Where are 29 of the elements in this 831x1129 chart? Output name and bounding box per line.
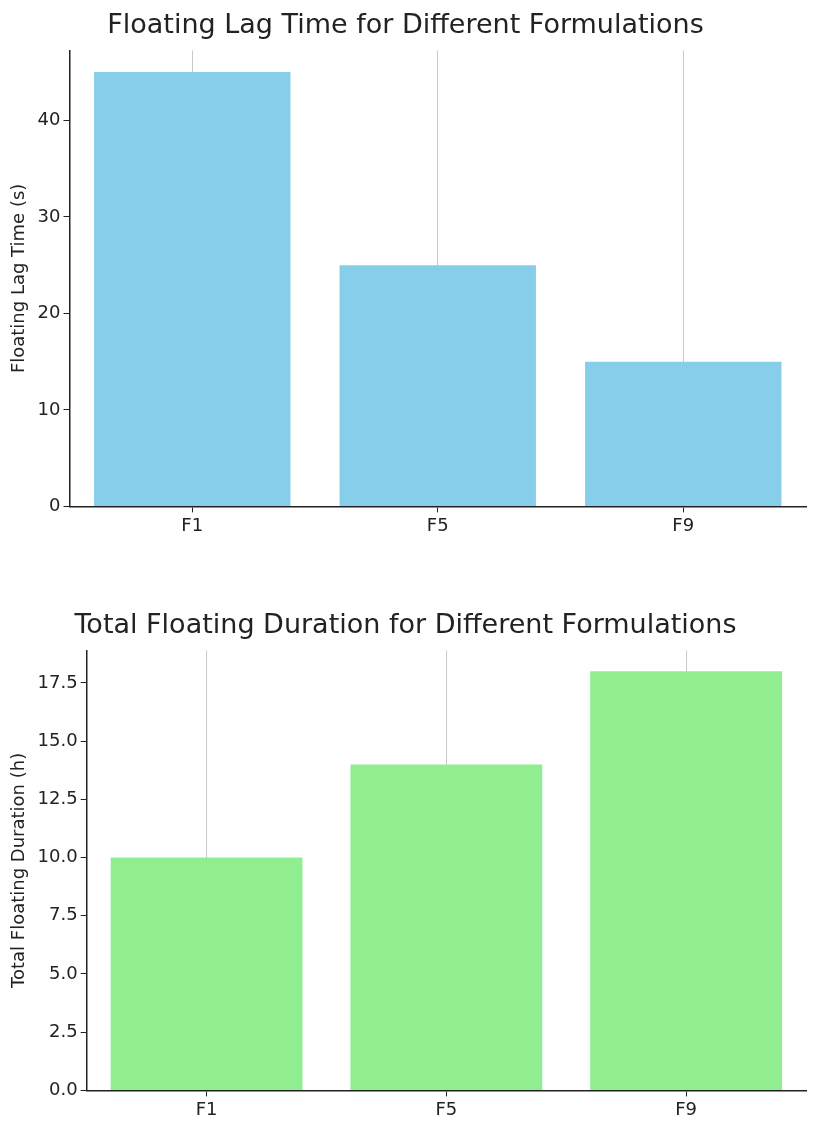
y-tick-label: 0.0 — [49, 1078, 78, 1100]
y-tick-label: 10.0 — [37, 845, 78, 867]
y-tick-label: 12.5 — [37, 787, 78, 809]
y-tick-label: 15.0 — [37, 728, 78, 750]
y-axis-title: Total Floating Duration (h) — [7, 752, 29, 989]
y-tick-label: 40 — [37, 108, 61, 130]
bar — [590, 671, 783, 1090]
x-tick-label: F9 — [672, 513, 695, 535]
y-tick-label: 7.5 — [49, 903, 78, 925]
y-tick-label: 10 — [37, 397, 61, 419]
bar — [94, 72, 291, 506]
y-tick-label: 30 — [37, 204, 61, 226]
x-tick-label: F5 — [435, 1097, 458, 1119]
bar — [339, 265, 536, 506]
y-axis-title: Floating Lag Time (s) — [7, 183, 29, 374]
bar — [110, 857, 303, 1090]
y-tick-label: 2.5 — [49, 1019, 78, 1041]
x-tick-label: F1 — [195, 1097, 218, 1119]
x-tick-label: F1 — [181, 513, 204, 535]
x-tick-label: F5 — [426, 513, 449, 535]
chart-title: Total Floating Duration for Different Formulations — [73, 608, 737, 640]
y-tick-label: 17.5 — [37, 670, 78, 692]
x-tick-label: F9 — [675, 1097, 698, 1119]
bar — [585, 361, 782, 506]
y-tick-label: 0 — [49, 494, 61, 516]
chart-title: Floating Lag Time for Different Formulations — [107, 8, 704, 40]
y-tick-label: 5.0 — [49, 961, 78, 983]
bar — [350, 764, 543, 1090]
y-tick-label: 20 — [37, 301, 61, 323]
